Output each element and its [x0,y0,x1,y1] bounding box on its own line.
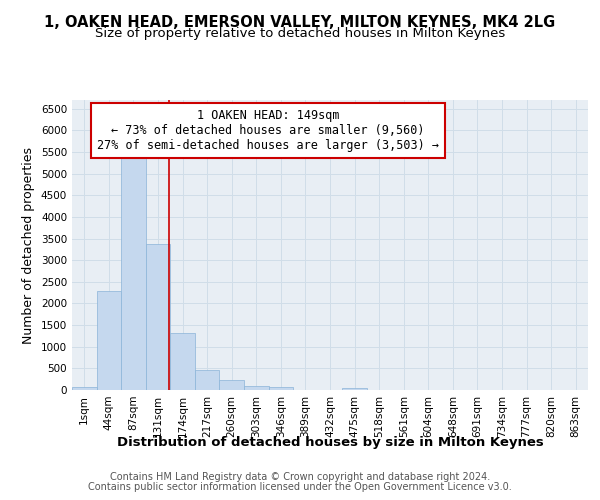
Bar [121,156,146,390]
Text: Contains public sector information licensed under the Open Government Licence v3: Contains public sector information licen… [88,482,512,492]
Text: Contains HM Land Registry data © Crown copyright and database right 2024.: Contains HM Land Registry data © Crown c… [110,472,490,482]
Bar [72,387,97,390]
Text: Distribution of detached houses by size in Milton Keynes: Distribution of detached houses by size … [116,436,544,449]
Bar [195,370,220,390]
Bar [220,380,244,390]
Y-axis label: Number of detached properties: Number of detached properties [22,146,35,344]
Bar [342,388,367,390]
Bar [244,386,269,390]
Text: Size of property relative to detached houses in Milton Keynes: Size of property relative to detached ho… [95,28,505,40]
Text: 1, OAKEN HEAD, EMERSON VALLEY, MILTON KEYNES, MK4 2LG: 1, OAKEN HEAD, EMERSON VALLEY, MILTON KE… [44,15,556,30]
Text: 1 OAKEN HEAD: 149sqm
← 73% of detached houses are smaller (9,560)
27% of semi-de: 1 OAKEN HEAD: 149sqm ← 73% of detached h… [97,108,439,152]
Bar [146,244,170,390]
Bar [170,334,195,390]
Bar [269,388,293,390]
Bar [97,292,121,390]
